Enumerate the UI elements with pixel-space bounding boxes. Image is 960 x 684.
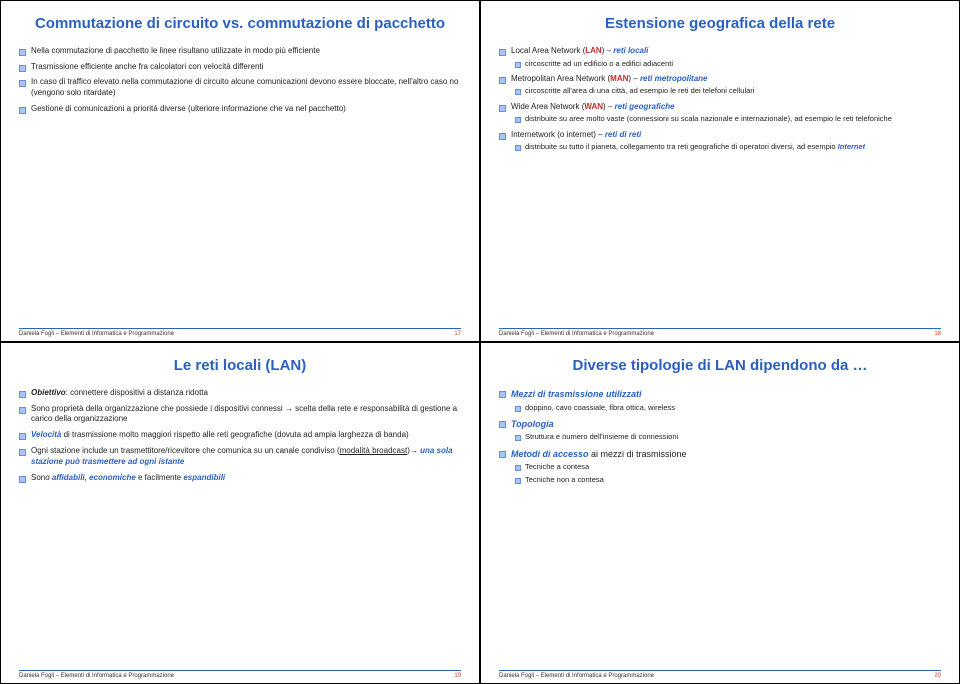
footer-text: Daniela Fogli – Elementi di Informatica … bbox=[19, 673, 174, 679]
bullet: Ogni stazione include un trasmettitore/r… bbox=[19, 446, 461, 468]
slide-title: Commutazione di circuito vs. commutazion… bbox=[19, 15, 461, 34]
sub-bullet: circoscritte ad un edificio o a edifici … bbox=[515, 59, 941, 69]
bullet: In caso di traffico elevato nella commut… bbox=[19, 77, 461, 99]
bullet: Internetwork (o internet) – reti di reti… bbox=[499, 130, 941, 153]
page-number: 19 bbox=[454, 673, 461, 679]
sub-bullet: distribuite su aree molto vaste (conness… bbox=[515, 114, 941, 124]
sub-bullet: distribuite su tutto il pianeta, collega… bbox=[515, 142, 941, 152]
slide-footer: Daniela Fogli – Elementi di Informatica … bbox=[499, 670, 941, 679]
page-number: 17 bbox=[454, 331, 461, 337]
footer-text: Daniela Fogli – Elementi di Informatica … bbox=[499, 331, 654, 337]
slide-footer: Daniela Fogli – Elementi di Informatica … bbox=[499, 328, 941, 337]
bullet: Metropolitan Area Network (MAN) – reti m… bbox=[499, 74, 941, 97]
slide-title: Diverse tipologie di LAN dipendono da … bbox=[499, 357, 941, 376]
sub-bullet: doppino, cavo coassiale, fibra ottica, w… bbox=[515, 403, 941, 413]
bullet: Obiettivo: connettere dispositivi a dist… bbox=[19, 388, 461, 399]
slide-2: Estensione geografica della rete Local A… bbox=[480, 0, 960, 342]
bullet: Velocità di trasmissione molto maggiori … bbox=[19, 430, 461, 441]
slide-content: Mezzi di trasmissione utilizzati doppino… bbox=[499, 388, 941, 664]
sub-bullet: circoscritte all'area di una città, ad e… bbox=[515, 86, 941, 96]
bullet: Wide Area Network (WAN) – reti geografic… bbox=[499, 102, 941, 125]
slide-grid: Commutazione di circuito vs. commutazion… bbox=[0, 0, 960, 684]
slide-1: Commutazione di circuito vs. commutazion… bbox=[0, 0, 480, 342]
slide-title: Estensione geografica della rete bbox=[499, 15, 941, 34]
slide-content: Obiettivo: connettere dispositivi a dist… bbox=[19, 388, 461, 664]
sub-bullet: Tecniche a contesa bbox=[515, 462, 941, 472]
sub-bullet: Struttura e numero dell'insieme di conne… bbox=[515, 432, 941, 442]
bullet: Mezzi di trasmissione utilizzati doppino… bbox=[499, 388, 941, 413]
footer-text: Daniela Fogli – Elementi di Informatica … bbox=[499, 673, 654, 679]
page-number: 20 bbox=[934, 673, 941, 679]
bullet: Metodi di accesso ai mezzi di trasmissio… bbox=[499, 448, 941, 485]
slide-3: Le reti locali (LAN) Obiettivo: connette… bbox=[0, 342, 480, 684]
bullet: Topologia Struttura e numero dell'insiem… bbox=[499, 418, 941, 443]
slide-footer: Daniela Fogli – Elementi di Informatica … bbox=[19, 670, 461, 679]
bullet: Gestione di comunicazioni a priorità div… bbox=[19, 104, 461, 115]
page-number: 18 bbox=[934, 331, 941, 337]
sub-bullet: Tecniche non a contesa bbox=[515, 475, 941, 485]
slide-title: Le reti locali (LAN) bbox=[19, 357, 461, 376]
bullet: Nella commutazione di pacchetto le linee… bbox=[19, 46, 461, 57]
bullet: Sono proprietà della organizzazione che … bbox=[19, 404, 461, 426]
bullet: Trasmissione efficiente anche fra calcol… bbox=[19, 62, 461, 73]
footer-text: Daniela Fogli – Elementi di Informatica … bbox=[19, 331, 174, 337]
slide-content: Nella commutazione di pacchetto le linee… bbox=[19, 46, 461, 322]
bullet: Local Area Network (LAN) – reti locali c… bbox=[499, 46, 941, 69]
slide-4: Diverse tipologie di LAN dipendono da … … bbox=[480, 342, 960, 684]
slide-footer: Daniela Fogli – Elementi di Informatica … bbox=[19, 328, 461, 337]
bullet: Sono affidabili, economiche e facilmente… bbox=[19, 473, 461, 484]
slide-content: Local Area Network (LAN) – reti locali c… bbox=[499, 46, 941, 322]
